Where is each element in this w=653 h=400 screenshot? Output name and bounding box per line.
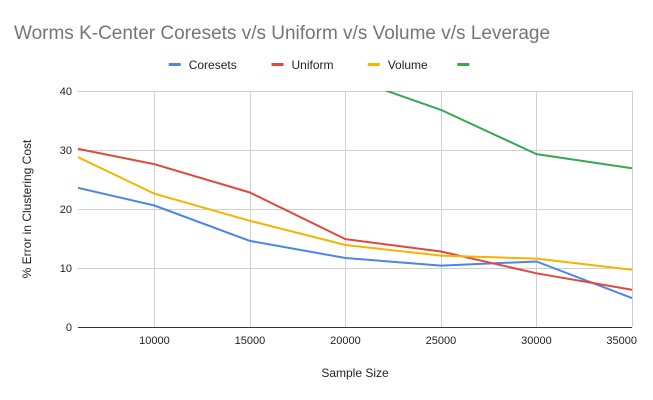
y-tick-label: 20 (60, 204, 72, 216)
x-tick-label: 10000 (139, 335, 170, 347)
legend-label: Volume (388, 58, 428, 72)
x-tick-label: 35000 (606, 335, 637, 347)
legend-swatch (168, 63, 181, 66)
x-tick-labels: 10000 15000 20000 25000 30000 35000 (139, 335, 637, 347)
chart-title: Worms K-Center Coresets v/s Uniform v/s … (14, 23, 550, 44)
series-line-volume (78, 156, 632, 271)
x-tick-label: 20000 (330, 335, 361, 347)
series-line-coresets (78, 186, 632, 300)
x-tick-label: 30000 (521, 335, 552, 347)
legend-swatch (271, 63, 284, 66)
legend-swatch (457, 63, 470, 66)
x-tick-label: 25000 (426, 335, 457, 347)
x-tick-label: 15000 (235, 335, 266, 347)
gridlines (78, 91, 633, 328)
series-lines (78, 91, 632, 300)
legend-label: Uniform (292, 58, 334, 72)
y-tick-label: 10 (60, 263, 72, 275)
y-tick-label: 0 (66, 322, 72, 334)
y-tick-labels: 0 10 20 30 40 (60, 86, 72, 334)
x-axis-title: Sample Size (321, 366, 389, 380)
legend-swatch (367, 63, 380, 66)
y-axis-title: % Error in Clustering Cost (20, 139, 34, 278)
series-line-uniform (78, 147, 632, 291)
chart-legend: Coresets Uniform Volume (168, 58, 470, 72)
series-line-series-4 (384, 91, 632, 170)
y-tick-label: 40 (60, 86, 72, 98)
y-tick-label: 30 (60, 145, 72, 157)
legend-label: Coresets (189, 58, 237, 72)
